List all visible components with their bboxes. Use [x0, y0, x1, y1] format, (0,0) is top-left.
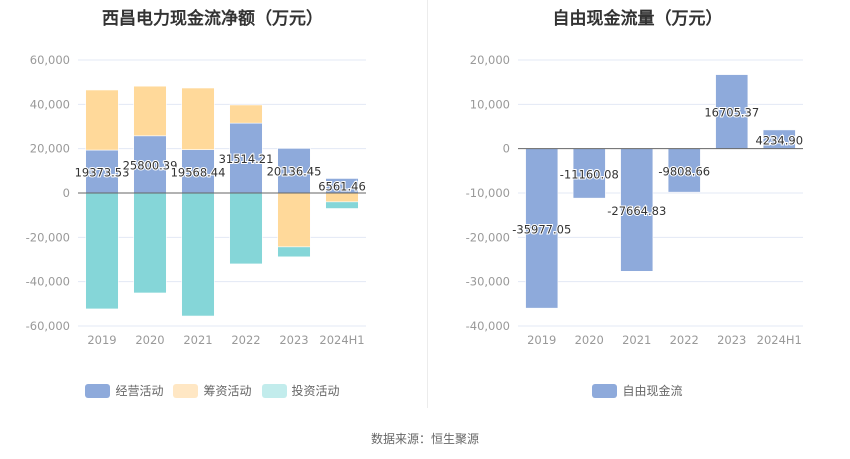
free-cash-flow-plot: 20,000 10,000 0 -10,000 -20,000 -30,000 -40,00…	[466, 53, 804, 347]
y-tick-label: -40,000	[26, 275, 70, 289]
bar-financing-2022	[229, 104, 263, 124]
data-source-note: 数据来源：恒生聚源	[370, 432, 479, 446]
legend-item-financing[interactable]: 筹资活动	[173, 382, 252, 399]
y-tick-label: -30,000	[466, 275, 510, 289]
y-tick-label: -40,000	[466, 319, 510, 333]
legend-label-operating: 经营活动	[115, 384, 164, 398]
y-tick-label: 10,000	[470, 97, 510, 111]
x-tick-label: 2022	[670, 333, 699, 347]
bar-investing-2020	[133, 192, 167, 294]
bar-fcf-2019	[525, 148, 559, 309]
bar-fcf-2023	[715, 74, 749, 149]
legend-swatch-financing	[173, 383, 199, 398]
y-tick-label: -10,000	[466, 186, 510, 200]
bar-financing-2021	[181, 87, 215, 150]
legend-item-operating[interactable]: 经营活动	[85, 382, 163, 399]
y-tick-label: 0	[63, 186, 70, 200]
data-label: 31514.21	[219, 152, 274, 166]
net-cash-flow-plot: 60,000 40,000 20,000 0 -20,000 -40,000 -60,000…	[26, 53, 367, 347]
bar-investing-2022	[229, 192, 263, 265]
data-label: -35977.05	[512, 222, 571, 236]
data-label: -11160.08	[560, 167, 619, 181]
bar-fcf-2021	[620, 148, 654, 272]
y-tick-label: 40,000	[30, 97, 70, 111]
x-tick-label: 2024H1	[319, 333, 364, 347]
legend-item-fcf[interactable]: 自由现金流	[592, 382, 683, 399]
bar-investing-2023	[277, 246, 311, 258]
bar-financing-2020	[133, 85, 167, 137]
bar-investing-2019	[85, 192, 119, 310]
data-label: 19568.44	[171, 165, 226, 179]
x-tick-label: 2019	[87, 333, 116, 347]
y-tick-label: -20,000	[466, 230, 510, 244]
bar-operating-2020	[133, 135, 167, 194]
legend-label-investing: 投资活动	[291, 384, 340, 398]
x-tick-label: 2021	[622, 333, 651, 347]
bar-financing-2024H1	[325, 192, 359, 203]
chart-title-net-cash-flow: 西昌电力现金流净额（万元）	[102, 9, 323, 29]
bar-financing-2023	[277, 192, 311, 248]
data-label: 19373.53	[75, 166, 130, 180]
data-label: 20136.45	[267, 165, 322, 179]
x-tick-label: 2019	[527, 333, 556, 347]
y-tick-label: 20,000	[30, 142, 70, 156]
x-tick-label: 2024H1	[757, 333, 802, 347]
x-tick-label: 2023	[717, 333, 746, 347]
net-cash-flow-chart: 西昌电力现金流净额（万元） 60,000 40,000 20,000 0 -20,000…	[0, 0, 425, 410]
x-tick-label: 2020	[575, 333, 604, 347]
bar-investing-2021	[181, 192, 215, 317]
bar-investing-2024H1	[325, 201, 359, 209]
x-tick-label: 2023	[279, 333, 308, 347]
data-label: 6561.46	[318, 180, 366, 194]
legend-item-investing[interactable]: 投资活动	[261, 382, 340, 399]
legend-free-cash-flow: 自由现金流	[425, 382, 850, 399]
legend-net-cash-flow: 经营活动 筹资活动 投资活动	[0, 382, 425, 399]
y-tick-label: -60,000	[26, 319, 70, 333]
bar-financing-2019	[85, 89, 119, 151]
x-tick-label: 2020	[135, 333, 164, 347]
x-tick-label: 2021	[183, 333, 212, 347]
y-tick-label: -20,000	[26, 230, 70, 244]
data-label: 16705.37	[704, 106, 759, 120]
bar-fcf-2022	[667, 148, 701, 193]
panel-divider	[427, 0, 428, 408]
data-label: -27664.83	[607, 204, 666, 218]
data-label: -9808.66	[658, 164, 710, 178]
y-tick-label: 0	[503, 142, 510, 156]
legend-swatch-operating	[85, 383, 111, 398]
bar-operating-2023	[277, 148, 311, 194]
y-tick-label: 60,000	[30, 53, 70, 67]
data-label: 4234.90	[755, 133, 803, 147]
y-tick-label: 20,000	[470, 53, 510, 67]
bar-operating-2019	[85, 149, 119, 194]
data-label: 25800.39	[123, 158, 178, 172]
legend-swatch-fcf	[592, 383, 618, 398]
x-tick-label: 2022	[231, 333, 260, 347]
legend-label-financing: 筹资活动	[203, 384, 252, 398]
free-cash-flow-chart: 自由现金流量（万元） 20,000 10,000 0 -10,000 -20,000 -3…	[425, 0, 850, 410]
legend-label-fcf: 自由现金流	[622, 384, 683, 398]
chart-title-free-cash-flow: 自由现金流量（万元）	[552, 9, 723, 29]
legend-swatch-investing	[261, 383, 287, 398]
